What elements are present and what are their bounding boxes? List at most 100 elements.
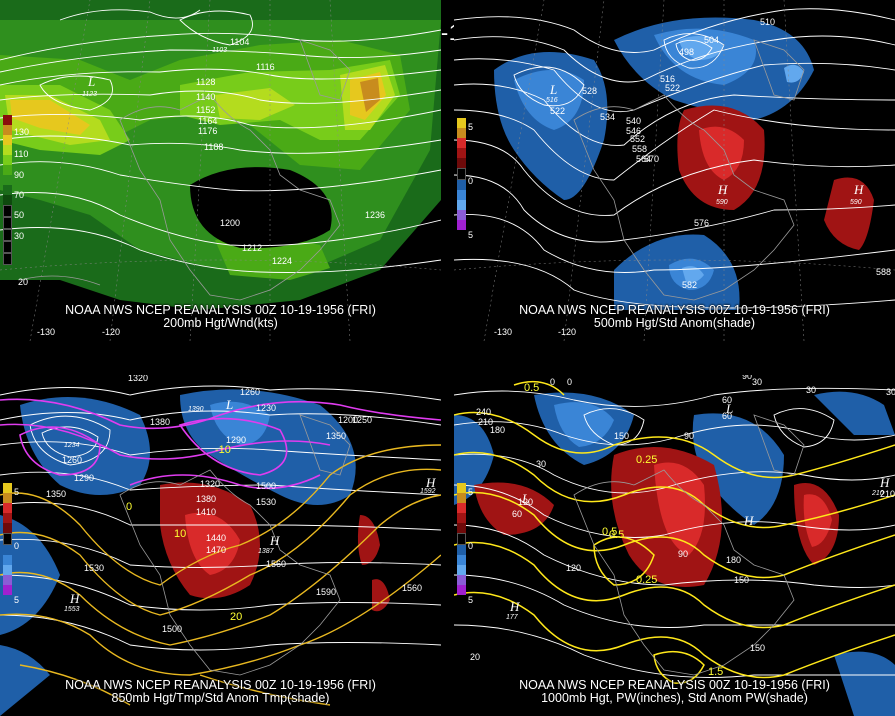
neg-anom-1d [814, 391, 895, 435]
lon-label: -120 [558, 327, 576, 337]
legend-label: 50 [14, 210, 25, 220]
coastlines-500mb [573, 39, 805, 301]
map-1000mb: 0 0.5 30 90 60 240 210 180 150 120 120 9… [454, 375, 895, 716]
contour-label: 60 [722, 411, 732, 421]
contour-label: 558 [632, 144, 647, 154]
contour-label: 1410 [196, 507, 216, 517]
legend-label: 30 [14, 231, 25, 241]
contour-label: 522 [550, 106, 565, 116]
contour-label: 540 [626, 116, 641, 126]
neg-anom-2 [554, 402, 614, 447]
pw-contours [454, 380, 895, 684]
contour-label: 240 [476, 407, 491, 417]
contour-label: 150 [614, 431, 629, 441]
legend-label: 90 [14, 170, 25, 180]
neg-anom-1e [834, 651, 895, 716]
high-marker: H [717, 182, 728, 197]
neg-anom-3b [784, 64, 804, 83]
contour-label: 1128 [196, 77, 215, 87]
neg-anom-2 [514, 70, 584, 130]
contour-label: 1224 [272, 256, 292, 266]
contour-label: 582 [682, 280, 697, 290]
high-value: 210 [871, 490, 884, 497]
contour-label: 150 [750, 643, 765, 653]
contour-label: 588 [876, 267, 891, 277]
contour-label: 1530 [256, 497, 276, 507]
contour-label: 1104 [230, 37, 249, 47]
high-marker: H [853, 182, 864, 197]
contour-label: 1500 [162, 624, 182, 634]
neg-anom-3c [682, 266, 704, 283]
pw-label: 0.25 [636, 454, 657, 466]
pos-anom-2b [803, 494, 832, 547]
contour-label: 60 [512, 509, 522, 519]
contour-label: 510 [760, 17, 775, 27]
legend-label: 0 [468, 541, 474, 551]
contour-label: 1350 [46, 489, 66, 499]
height-contours-1000mb [454, 387, 895, 678]
contour-label: 1350 [326, 431, 346, 441]
contour-label: 1188 [204, 142, 223, 152]
panel-caption: NOAA NWS NCEP REANALYSIS 00Z 10-19-1956 … [519, 678, 830, 692]
contour-label: 564 [636, 154, 651, 164]
contour-label: 90 [684, 431, 694, 441]
neg-anom-1c [454, 415, 494, 505]
panel-subcaption: 850mb Hgt/Tmp/Std Anom Tmp(shade) [111, 691, 330, 705]
low-marker: L [725, 401, 733, 416]
map-850mb: 1320 1260 1380 1230 1290 1350 1320 1290 … [0, 375, 441, 716]
panel-200mb: 130 110 90 70 50 30 1104 1116 1128 1140 … [0, 0, 441, 341]
contour-label: 1440 [206, 533, 226, 543]
neg-anom-1d [0, 645, 50, 716]
legend-label: 70 [14, 190, 25, 200]
contour-label: 522 [665, 83, 680, 93]
panel-caption: NOAA NWS NCEP REANALYSIS 00Z 10-19-1956 … [65, 678, 376, 692]
low-marker: L [87, 74, 95, 89]
contour-label: 1560 [266, 559, 286, 569]
coastlines-1000mb [573, 414, 805, 676]
panel-subcaption: 1000mb Hgt, PW(inches), Std Anom PW(shad… [541, 691, 808, 705]
contour-label: 30 [886, 387, 895, 397]
contour-label: 1500 [256, 481, 276, 491]
high-value: 1553 [64, 606, 80, 613]
height-contours-200mb [0, 9, 441, 273]
contour-label: 0 [567, 377, 572, 387]
high-marker: H [69, 591, 80, 606]
pos-anom-1b [824, 177, 874, 250]
contour-label: 1230 [256, 403, 276, 413]
high-marker: H [269, 533, 280, 548]
pw-label: 0.5 [609, 529, 624, 541]
map-200mb [0, 0, 441, 341]
neg-anom-1 [20, 397, 150, 495]
contour-label: 498 [679, 47, 694, 57]
contour-label: 1560 [402, 583, 422, 593]
pw-label: 0.5 [602, 526, 617, 538]
high-marker: H [509, 599, 520, 614]
temp-label: 0 [126, 501, 132, 513]
lon-label: -130 [37, 327, 55, 337]
graticule-500mb [454, 0, 895, 341]
contour-label: 1164 [198, 116, 217, 126]
contour-label: 516 [660, 74, 675, 84]
contour-label: 1380 [196, 494, 216, 504]
high-marker: H [879, 475, 890, 490]
low-marker: L [225, 397, 233, 412]
contour-label: 1470 [206, 545, 226, 555]
legend-label: 5 [14, 595, 20, 605]
low-value: 1123 [82, 91, 97, 98]
contour-label: 1250 [352, 415, 372, 425]
contour-label: 30 [806, 385, 816, 395]
legend-label: 0 [468, 176, 474, 186]
contour-label: 180 [726, 555, 741, 565]
labels-200mb: 1104 1116 1128 1140 1152 1164 1176 1188 … [18, 37, 385, 337]
legend-label: 110 [14, 149, 29, 159]
low-marker: L [549, 82, 557, 97]
contour-label: 1290 [226, 435, 246, 445]
legend-label: 5 [14, 487, 20, 497]
contour-label: 534 [600, 112, 615, 122]
contour-label: 1590 [316, 587, 336, 597]
contour-label: 1140 [196, 92, 215, 102]
temp-contours-cold [0, 398, 441, 490]
neg-anom-2 [210, 401, 270, 445]
pos-anom-2 [185, 512, 240, 575]
pw-label: 0.25 [636, 574, 657, 586]
